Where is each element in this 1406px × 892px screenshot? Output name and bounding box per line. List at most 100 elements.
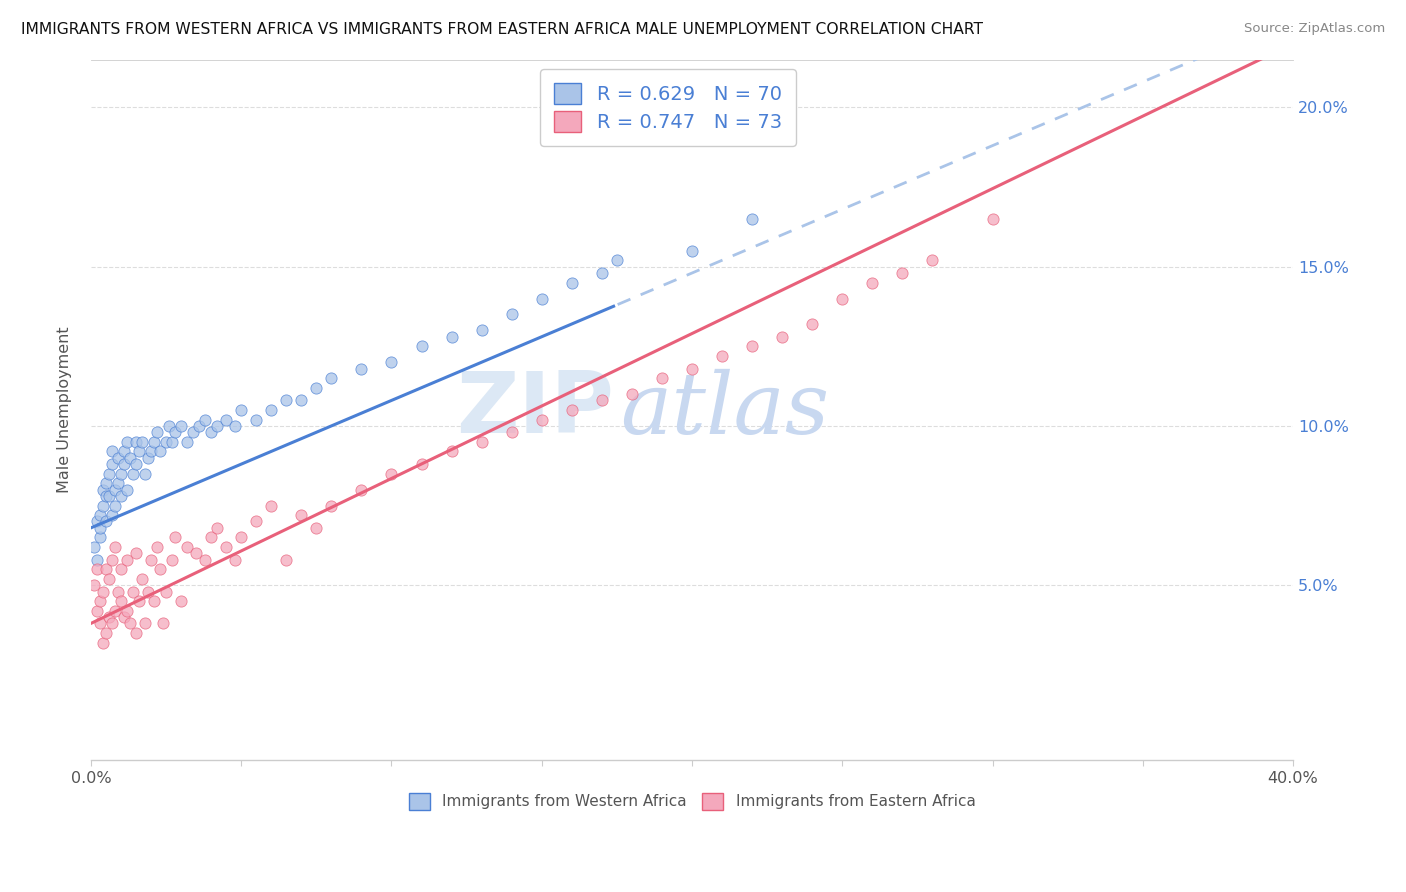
Point — [530, 412, 553, 426]
Point — [110, 489, 132, 503]
Point — [146, 425, 169, 440]
Point — [89, 594, 111, 608]
Point — [97, 572, 120, 586]
Point — [128, 444, 150, 458]
Point — [224, 418, 246, 433]
Point — [89, 508, 111, 522]
Point — [107, 450, 129, 465]
Point — [831, 292, 853, 306]
Point — [110, 594, 132, 608]
Point — [112, 457, 135, 471]
Point — [115, 483, 138, 497]
Point — [276, 393, 298, 408]
Point — [86, 552, 108, 566]
Point — [380, 467, 402, 481]
Point — [134, 467, 156, 481]
Point — [122, 467, 145, 481]
Point — [215, 412, 238, 426]
Point — [321, 371, 343, 385]
Point — [620, 387, 643, 401]
Point — [94, 626, 117, 640]
Point — [89, 616, 111, 631]
Point — [561, 276, 583, 290]
Point — [91, 635, 114, 649]
Point — [128, 594, 150, 608]
Point — [101, 616, 124, 631]
Point — [91, 483, 114, 497]
Point — [139, 552, 162, 566]
Point — [125, 546, 148, 560]
Point — [160, 434, 183, 449]
Point — [131, 572, 153, 586]
Point — [770, 329, 793, 343]
Point — [115, 604, 138, 618]
Text: IMMIGRANTS FROM WESTERN AFRICA VS IMMIGRANTS FROM EASTERN AFRICA MALE UNEMPLOYME: IMMIGRANTS FROM WESTERN AFRICA VS IMMIGR… — [21, 22, 983, 37]
Point — [276, 552, 298, 566]
Point — [245, 515, 267, 529]
Point — [83, 540, 105, 554]
Point — [471, 323, 494, 337]
Point — [101, 508, 124, 522]
Point — [305, 381, 328, 395]
Point — [94, 562, 117, 576]
Point — [181, 425, 204, 440]
Point — [101, 457, 124, 471]
Point — [136, 584, 159, 599]
Point — [143, 434, 166, 449]
Point — [741, 211, 763, 226]
Point — [176, 540, 198, 554]
Point — [143, 594, 166, 608]
Point — [115, 552, 138, 566]
Point — [194, 412, 217, 426]
Point — [97, 489, 120, 503]
Point — [194, 552, 217, 566]
Point — [122, 584, 145, 599]
Point — [305, 521, 328, 535]
Point — [165, 530, 187, 544]
Point — [89, 521, 111, 535]
Point — [110, 562, 132, 576]
Point — [224, 552, 246, 566]
Point — [89, 530, 111, 544]
Point — [101, 552, 124, 566]
Point — [94, 515, 117, 529]
Point — [118, 616, 141, 631]
Point — [94, 476, 117, 491]
Point — [125, 626, 148, 640]
Point — [157, 418, 180, 433]
Point — [591, 393, 613, 408]
Point — [188, 418, 211, 433]
Point — [290, 508, 312, 522]
Point — [149, 444, 172, 458]
Legend: Immigrants from Western Africa, Immigrants from Eastern Africa: Immigrants from Western Africa, Immigran… — [402, 787, 981, 816]
Point — [411, 339, 433, 353]
Point — [149, 562, 172, 576]
Point — [118, 450, 141, 465]
Point — [104, 499, 127, 513]
Point — [260, 499, 283, 513]
Text: atlas: atlas — [620, 368, 830, 451]
Point — [115, 434, 138, 449]
Point — [83, 578, 105, 592]
Point — [501, 308, 523, 322]
Point — [200, 530, 222, 544]
Point — [471, 434, 494, 449]
Point — [146, 540, 169, 554]
Point — [681, 244, 703, 258]
Point — [440, 329, 463, 343]
Point — [231, 530, 253, 544]
Point — [981, 211, 1004, 226]
Point — [260, 403, 283, 417]
Point — [205, 418, 228, 433]
Point — [205, 521, 228, 535]
Point — [107, 584, 129, 599]
Point — [91, 499, 114, 513]
Point — [801, 317, 824, 331]
Point — [561, 403, 583, 417]
Point — [91, 584, 114, 599]
Text: Source: ZipAtlas.com: Source: ZipAtlas.com — [1244, 22, 1385, 36]
Point — [591, 266, 613, 280]
Point — [165, 425, 187, 440]
Point — [86, 515, 108, 529]
Point — [136, 450, 159, 465]
